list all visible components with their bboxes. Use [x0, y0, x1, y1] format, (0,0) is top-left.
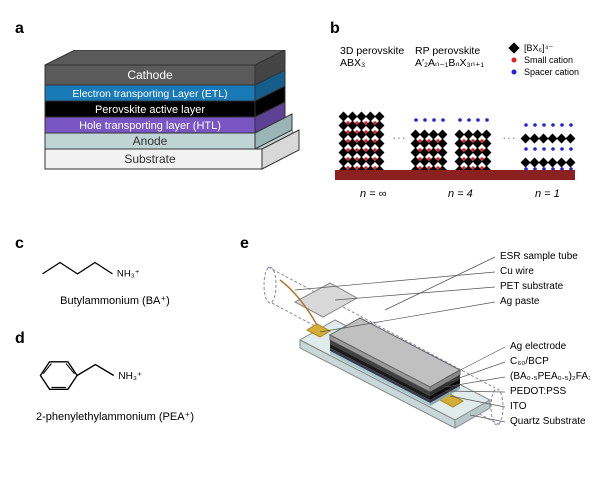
device-component-label: PET substrate — [500, 281, 564, 292]
svg-text:NH₃⁺: NH₃⁺ — [117, 269, 140, 280]
svg-text:Perovskite active layer: Perovskite active layer — [95, 104, 205, 116]
perovskite-structures: [BX₆]⁴⁻ Small cation Spacer cation 3D pe… — [330, 42, 590, 222]
device-component-label: ITO — [510, 401, 527, 412]
panel-b-label: b — [330, 20, 340, 38]
esr-device-diagram: ESR sample tube Cu wire PET substrate Ag pa… — [245, 250, 590, 480]
ba-molecule: NH₃⁺ Butylammonium (BA⁺) — [25, 252, 205, 307]
device-3d — [280, 280, 490, 428]
svg-text:n = 4: n = 4 — [448, 188, 473, 200]
device-component-label: Quartz Substrate — [510, 416, 586, 427]
pea-label: 2-phenylethylammonium (PEA⁺) — [25, 410, 205, 423]
device-component-label: Ag electrode — [510, 341, 567, 352]
svg-text:Small cation: Small cation — [524, 55, 573, 65]
substrate-bar — [335, 170, 575, 180]
svg-text:NH₃⁺: NH₃⁺ — [118, 371, 142, 382]
legend: [BX₆]⁴⁻ Small cation Spacer cation — [508, 42, 579, 77]
svg-text:···: ··· — [502, 129, 516, 145]
svg-text:Anode: Anode — [133, 134, 168, 148]
svg-text:Spacer cation: Spacer cation — [524, 67, 579, 77]
svg-text:n = ∞: n = ∞ — [360, 188, 387, 200]
svg-text:[BX₆]⁴⁻: [BX₆]⁴⁻ — [524, 43, 554, 53]
svg-text:n = 1: n = 1 — [535, 188, 560, 200]
panel-d-label: d — [15, 330, 25, 348]
device-component-label: (BA₀.₅PEA₀.₅)₂FA₃Sn₄I₁₃ — [510, 371, 590, 382]
svg-text:Electron transporting Layer (E: Electron transporting Layer (ETL) — [72, 88, 227, 100]
device-component-label: Cu wire — [500, 266, 534, 277]
svg-text:Hole transporting layer (HTL): Hole transporting layer (HTL) — [79, 120, 221, 132]
svg-text:3D perovskite: 3D perovskite — [340, 45, 404, 57]
device-component-label: ESR sample tube — [500, 251, 578, 262]
svg-text:Cathode: Cathode — [127, 68, 173, 82]
svg-text:···: ··· — [392, 129, 406, 145]
svg-text:ABX₃: ABX₃ — [340, 57, 365, 69]
panel-c-label: c — [15, 235, 24, 253]
device-stack-diagram: Cathode Electron transporting Layer (ETL… — [25, 50, 305, 215]
panel-a-label: a — [15, 20, 24, 38]
device-component-label: Ag paste — [500, 296, 540, 307]
svg-text:A′₂Aₙ₋₁BₙX₃ₙ₊₁: A′₂Aₙ₋₁BₙX₃ₙ₊₁ — [415, 57, 485, 69]
device-component-label: PEDOT:PSS — [510, 386, 566, 397]
device-component-label: C₆₀/BCP — [510, 356, 549, 367]
svg-text:Substrate: Substrate — [124, 152, 176, 166]
ba-label: Butylammonium (BA⁺) — [25, 294, 205, 307]
pea-molecule: NH₃⁺ 2-phenylethylammonium (PEA⁺) — [25, 348, 205, 423]
layer-cathode: Cathode — [45, 50, 285, 85]
svg-text:RP perovskite: RP perovskite — [415, 45, 480, 57]
